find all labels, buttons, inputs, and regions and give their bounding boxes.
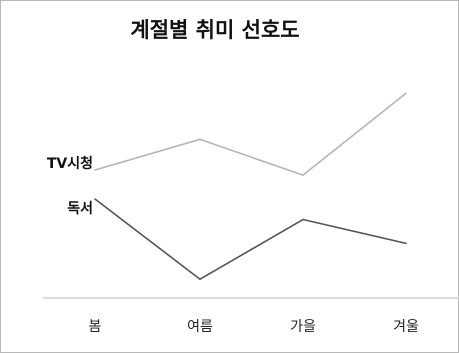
x-tick-labels: 봄 여름 가을 겨울 [89, 319, 419, 335]
series-1-point-4 [405, 92, 407, 95]
series-2-point-1 [94, 198, 96, 200]
series-2-point-4 [405, 242, 407, 245]
series-label-1: TV시청 [47, 156, 93, 172]
series-1-point-1 [94, 169, 96, 171]
series-1-point-3 [302, 174, 304, 176]
series-2-point-2 [199, 278, 201, 281]
x-tick-label: 겨울 [393, 319, 419, 335]
series-2-point-3 [302, 218, 304, 221]
series-line-1 [94, 92, 407, 176]
x-tick-label: 봄 [89, 319, 102, 335]
x-tick-label: 가을 [290, 319, 316, 335]
chart-title: 계절별 취미 선호도 [130, 18, 299, 42]
series-line-2 [94, 198, 407, 281]
series-label-2: 독서 [67, 201, 93, 217]
series-1-point-2 [199, 138, 201, 141]
x-tick-label: 여름 [187, 319, 213, 335]
